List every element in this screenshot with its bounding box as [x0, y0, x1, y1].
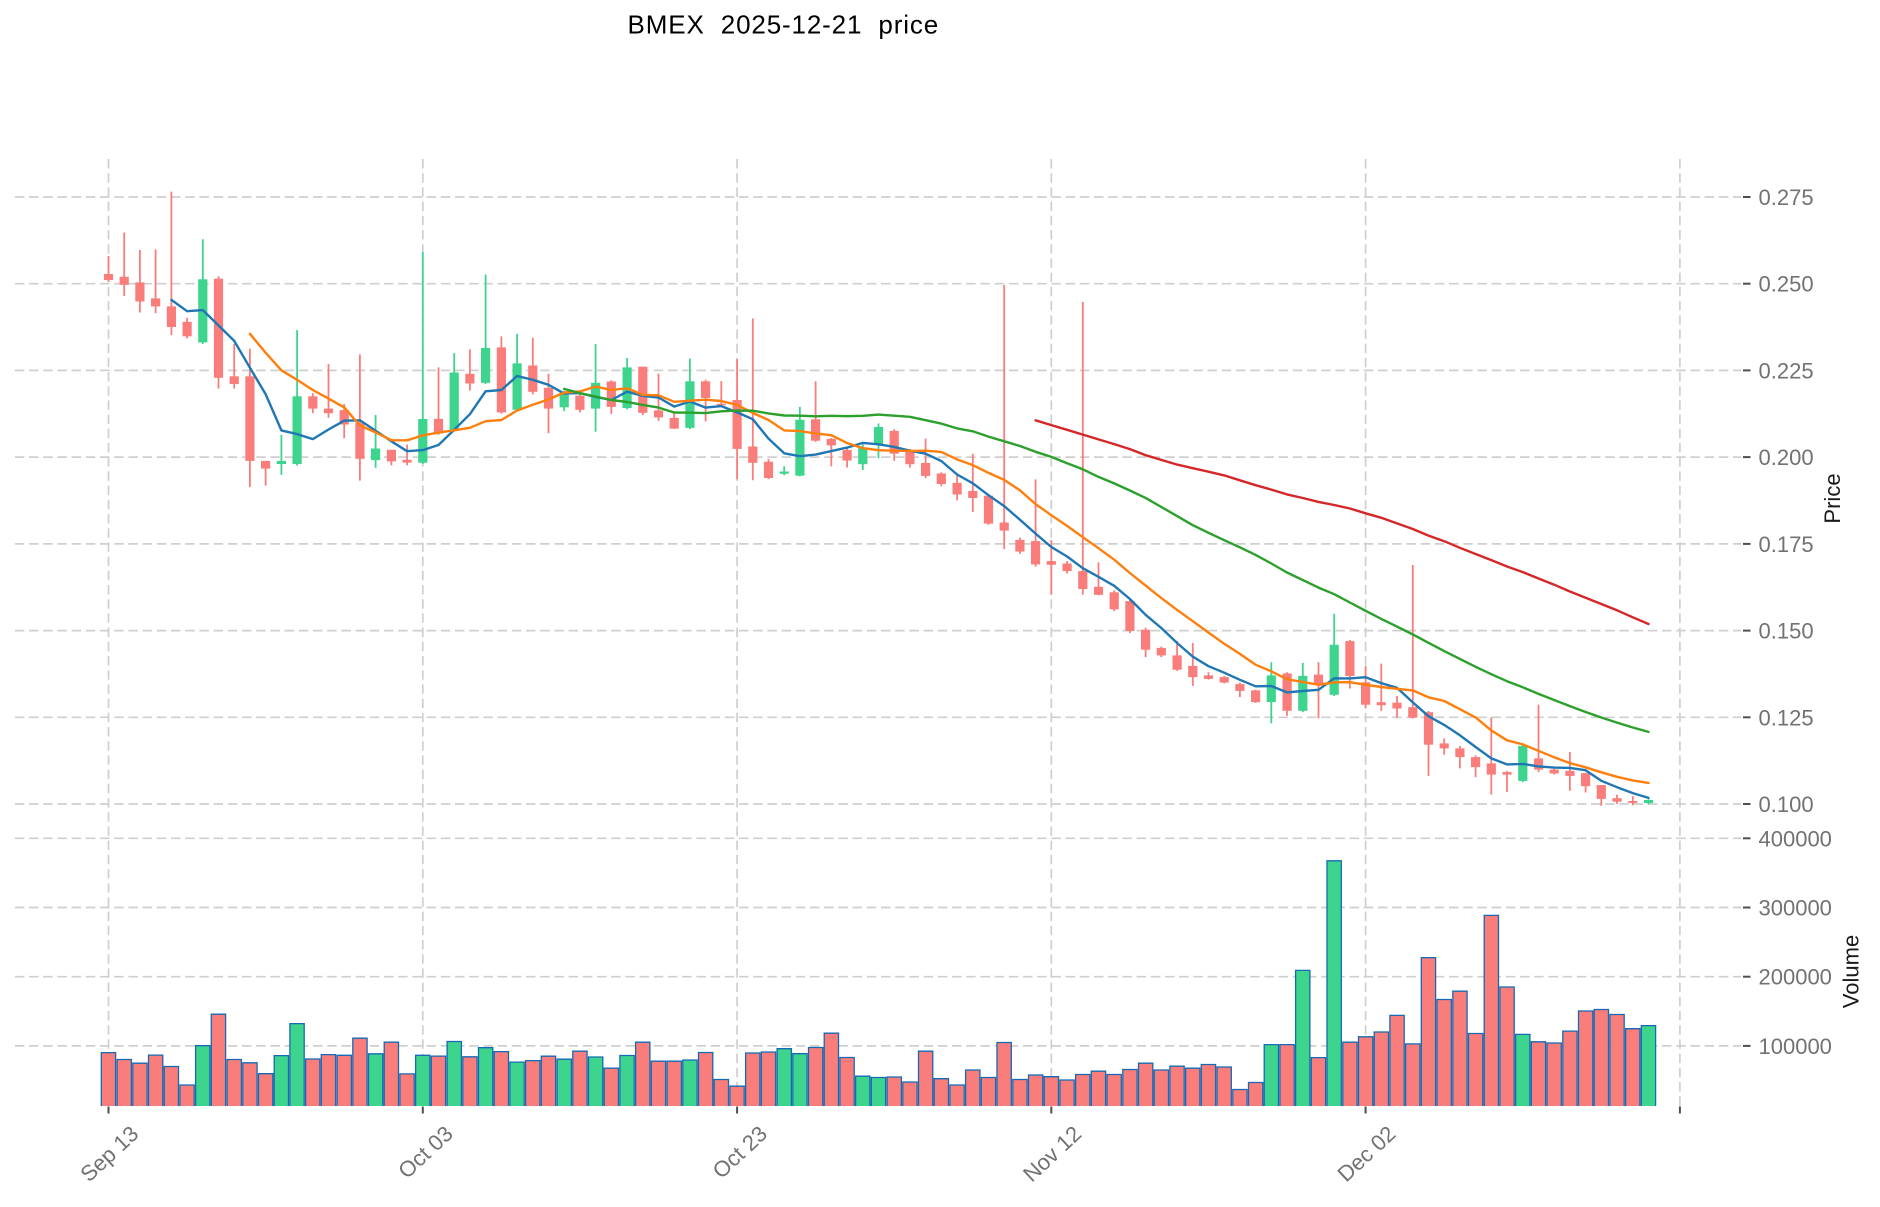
- svg-text:0.275: 0.275: [1759, 185, 1814, 210]
- svg-text:BMEX 2025-12-21 price: BMEX 2025-12-21 price: [628, 10, 939, 40]
- svg-text:Volume: Volume: [1839, 935, 1864, 1008]
- svg-text:0.200: 0.200: [1759, 445, 1814, 470]
- svg-text:0.250: 0.250: [1759, 272, 1814, 297]
- svg-text:0.225: 0.225: [1759, 358, 1814, 383]
- svg-text:300000: 300000: [1759, 896, 1832, 921]
- svg-text:0.125: 0.125: [1759, 705, 1814, 730]
- svg-text:0.150: 0.150: [1759, 619, 1814, 644]
- svg-text:400000: 400000: [1759, 826, 1832, 851]
- svg-text:200000: 200000: [1759, 965, 1832, 990]
- svg-text:100000: 100000: [1759, 1034, 1832, 1059]
- svg-text:0.175: 0.175: [1759, 532, 1814, 557]
- svg-text:0.100: 0.100: [1759, 792, 1814, 817]
- svg-text:Price: Price: [1820, 473, 1845, 523]
